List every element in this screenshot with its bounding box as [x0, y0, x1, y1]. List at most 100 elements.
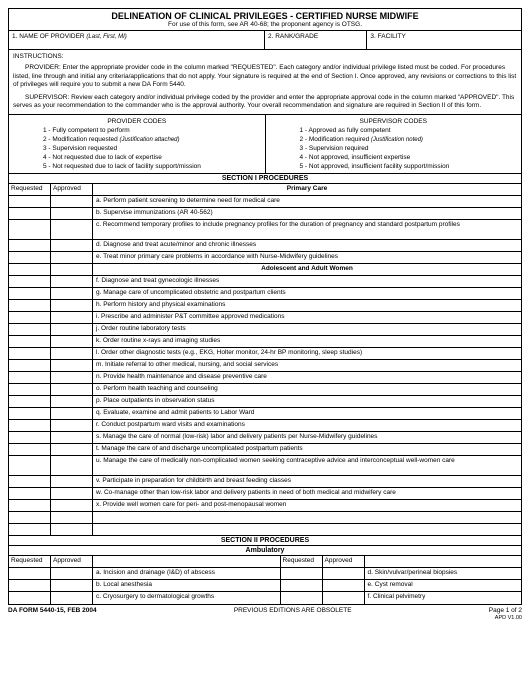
procedure-row: b. Supervise immunizations (AR 40-562): [9, 208, 521, 220]
requested-cell[interactable]: [9, 500, 51, 511]
approved-cell[interactable]: [51, 384, 93, 395]
approved-cell[interactable]: [51, 420, 93, 431]
approved-cell[interactable]: [51, 456, 93, 475]
procedure-desc: r. Conduct postpartum ward visits and ex…: [93, 420, 521, 431]
gap-req[interactable]: [9, 524, 51, 535]
requested-cell[interactable]: [9, 488, 51, 499]
gap-app[interactable]: [51, 524, 93, 535]
adolescent-rows: f. Diagnose and treat gynecologic illnes…: [9, 276, 521, 512]
approved-cell[interactable]: [51, 336, 93, 347]
approved-cell[interactable]: [51, 360, 93, 371]
gap-req[interactable]: [9, 512, 51, 523]
requested-cell[interactable]: [9, 456, 51, 475]
approved-cell[interactable]: [51, 324, 93, 335]
supervisor-codes-col: SUPERVISOR CODES 1 - Approved as fully c…: [266, 115, 522, 174]
supervisor-code-item: 4 - Not approved, insufficient expertise: [300, 153, 518, 162]
requested-cell[interactable]: [9, 384, 51, 395]
header-field[interactable]: 1. NAME OF PROVIDER (Last, First, MI): [9, 31, 265, 49]
requested-cell[interactable]: [9, 568, 51, 579]
approved-cell[interactable]: [323, 568, 365, 579]
approved-cell[interactable]: [51, 312, 93, 323]
section2-row: b. Local anesthesiae. Cyst removal: [9, 580, 521, 592]
section2-header-row: Requested Approved Requested Approved: [9, 556, 521, 568]
approved-cell[interactable]: [323, 580, 365, 591]
approved-cell[interactable]: [51, 408, 93, 419]
approved-cell[interactable]: [51, 444, 93, 455]
footer-center: PREVIOUS EDITIONS ARE OBSOLETE: [234, 607, 352, 621]
requested-cell[interactable]: [9, 300, 51, 311]
instructions-block: INSTRUCTIONS: PROVIDER: Enter the approp…: [9, 50, 521, 115]
procedure-desc: b. Local anesthesia: [93, 580, 281, 591]
requested-cell[interactable]: [9, 580, 51, 591]
requested-cell[interactable]: [9, 592, 51, 604]
section2-row: a. Incision and drainage (I&D) of absces…: [9, 568, 521, 580]
procedure-row: f. Diagnose and treat gynecologic illnes…: [9, 276, 521, 288]
procedure-desc: t. Manage the care of and discharge unco…: [93, 444, 521, 455]
approved-cell[interactable]: [51, 252, 93, 263]
requested-cell[interactable]: [9, 372, 51, 383]
approved-cell[interactable]: [51, 276, 93, 287]
procedure-desc: c. Cryosurgery to dermatological growths: [93, 592, 281, 604]
provider-code-item: 5 - Not requested due to lack of facilit…: [43, 162, 261, 171]
approved-cell[interactable]: [51, 500, 93, 511]
requested-cell[interactable]: [9, 420, 51, 431]
approved-cell[interactable]: [51, 288, 93, 299]
requested-cell[interactable]: [9, 444, 51, 455]
requested-cell[interactable]: [9, 336, 51, 347]
procedure-row: q. Evaluate, examine and admit patients …: [9, 408, 521, 420]
header-field[interactable]: 2. RANK/GRADE: [265, 31, 367, 49]
approved-cell[interactable]: [51, 568, 93, 579]
approved-cell[interactable]: [51, 592, 93, 604]
procedure-row: s. Manage the care of normal (low-risk) …: [9, 432, 521, 444]
form-title: DELINEATION OF CLINICAL PRIVILEGES - CER…: [11, 11, 519, 21]
approved-cell[interactable]: [51, 476, 93, 487]
requested-cell[interactable]: [9, 432, 51, 443]
procedure-desc: a. Perform patient screening to determin…: [93, 196, 521, 207]
approved-cell[interactable]: [51, 300, 93, 311]
approved-cell[interactable]: [51, 240, 93, 251]
adolescent-header-row: Adolescent and Adult Women: [9, 264, 521, 276]
col-app-blank[interactable]: [51, 264, 93, 275]
requested-cell[interactable]: [9, 196, 51, 207]
approved-cell[interactable]: [51, 348, 93, 359]
header-field[interactable]: 3. FACILITY: [367, 31, 521, 49]
approved-cell[interactable]: [51, 196, 93, 207]
approved-cell[interactable]: [51, 220, 93, 239]
requested-cell[interactable]: [9, 408, 51, 419]
gap-app[interactable]: [51, 512, 93, 523]
requested-cell[interactable]: [9, 324, 51, 335]
header-fields-row: 1. NAME OF PROVIDER (Last, First, MI)2. …: [9, 31, 521, 50]
requested-cell[interactable]: [9, 240, 51, 251]
gap-desc: [93, 512, 521, 523]
requested-cell[interactable]: [281, 592, 323, 604]
approved-cell[interactable]: [51, 432, 93, 443]
section1-header-row: Requested Approved Primary Care: [9, 184, 521, 196]
requested-cell[interactable]: [9, 396, 51, 407]
approved-cell[interactable]: [51, 372, 93, 383]
requested-cell[interactable]: [9, 220, 51, 239]
requested-cell[interactable]: [281, 580, 323, 591]
procedure-row: e. Treat minor primary care problems in …: [9, 252, 521, 264]
procedure-desc: k. Order routine x-rays and imaging stud…: [93, 336, 521, 347]
approved-cell[interactable]: [323, 592, 365, 604]
procedure-desc: d. Skin/vulvar/perineal biopsies: [365, 568, 521, 579]
requested-cell[interactable]: [9, 476, 51, 487]
requested-cell[interactable]: [9, 348, 51, 359]
col-requested-header: Requested: [9, 184, 51, 195]
provider-code-item: 4 - Not requested due to lack of experti…: [43, 153, 261, 162]
requested-cell[interactable]: [9, 288, 51, 299]
requested-cell[interactable]: [9, 312, 51, 323]
approved-cell[interactable]: [51, 208, 93, 219]
procedure-desc: g. Manage care of uncomplicated obstetri…: [93, 288, 521, 299]
approved-cell[interactable]: [51, 396, 93, 407]
col-req-blank[interactable]: [9, 264, 51, 275]
procedure-desc: f. Diagnose and treat gynecologic illnes…: [93, 276, 521, 287]
approved-cell[interactable]: [51, 580, 93, 591]
requested-cell[interactable]: [281, 568, 323, 579]
requested-cell[interactable]: [9, 360, 51, 371]
requested-cell[interactable]: [9, 252, 51, 263]
requested-cell[interactable]: [9, 208, 51, 219]
approved-cell[interactable]: [51, 488, 93, 499]
requested-cell[interactable]: [9, 276, 51, 287]
procedure-row: c. Recommend temporary profiles to inclu…: [9, 220, 521, 240]
